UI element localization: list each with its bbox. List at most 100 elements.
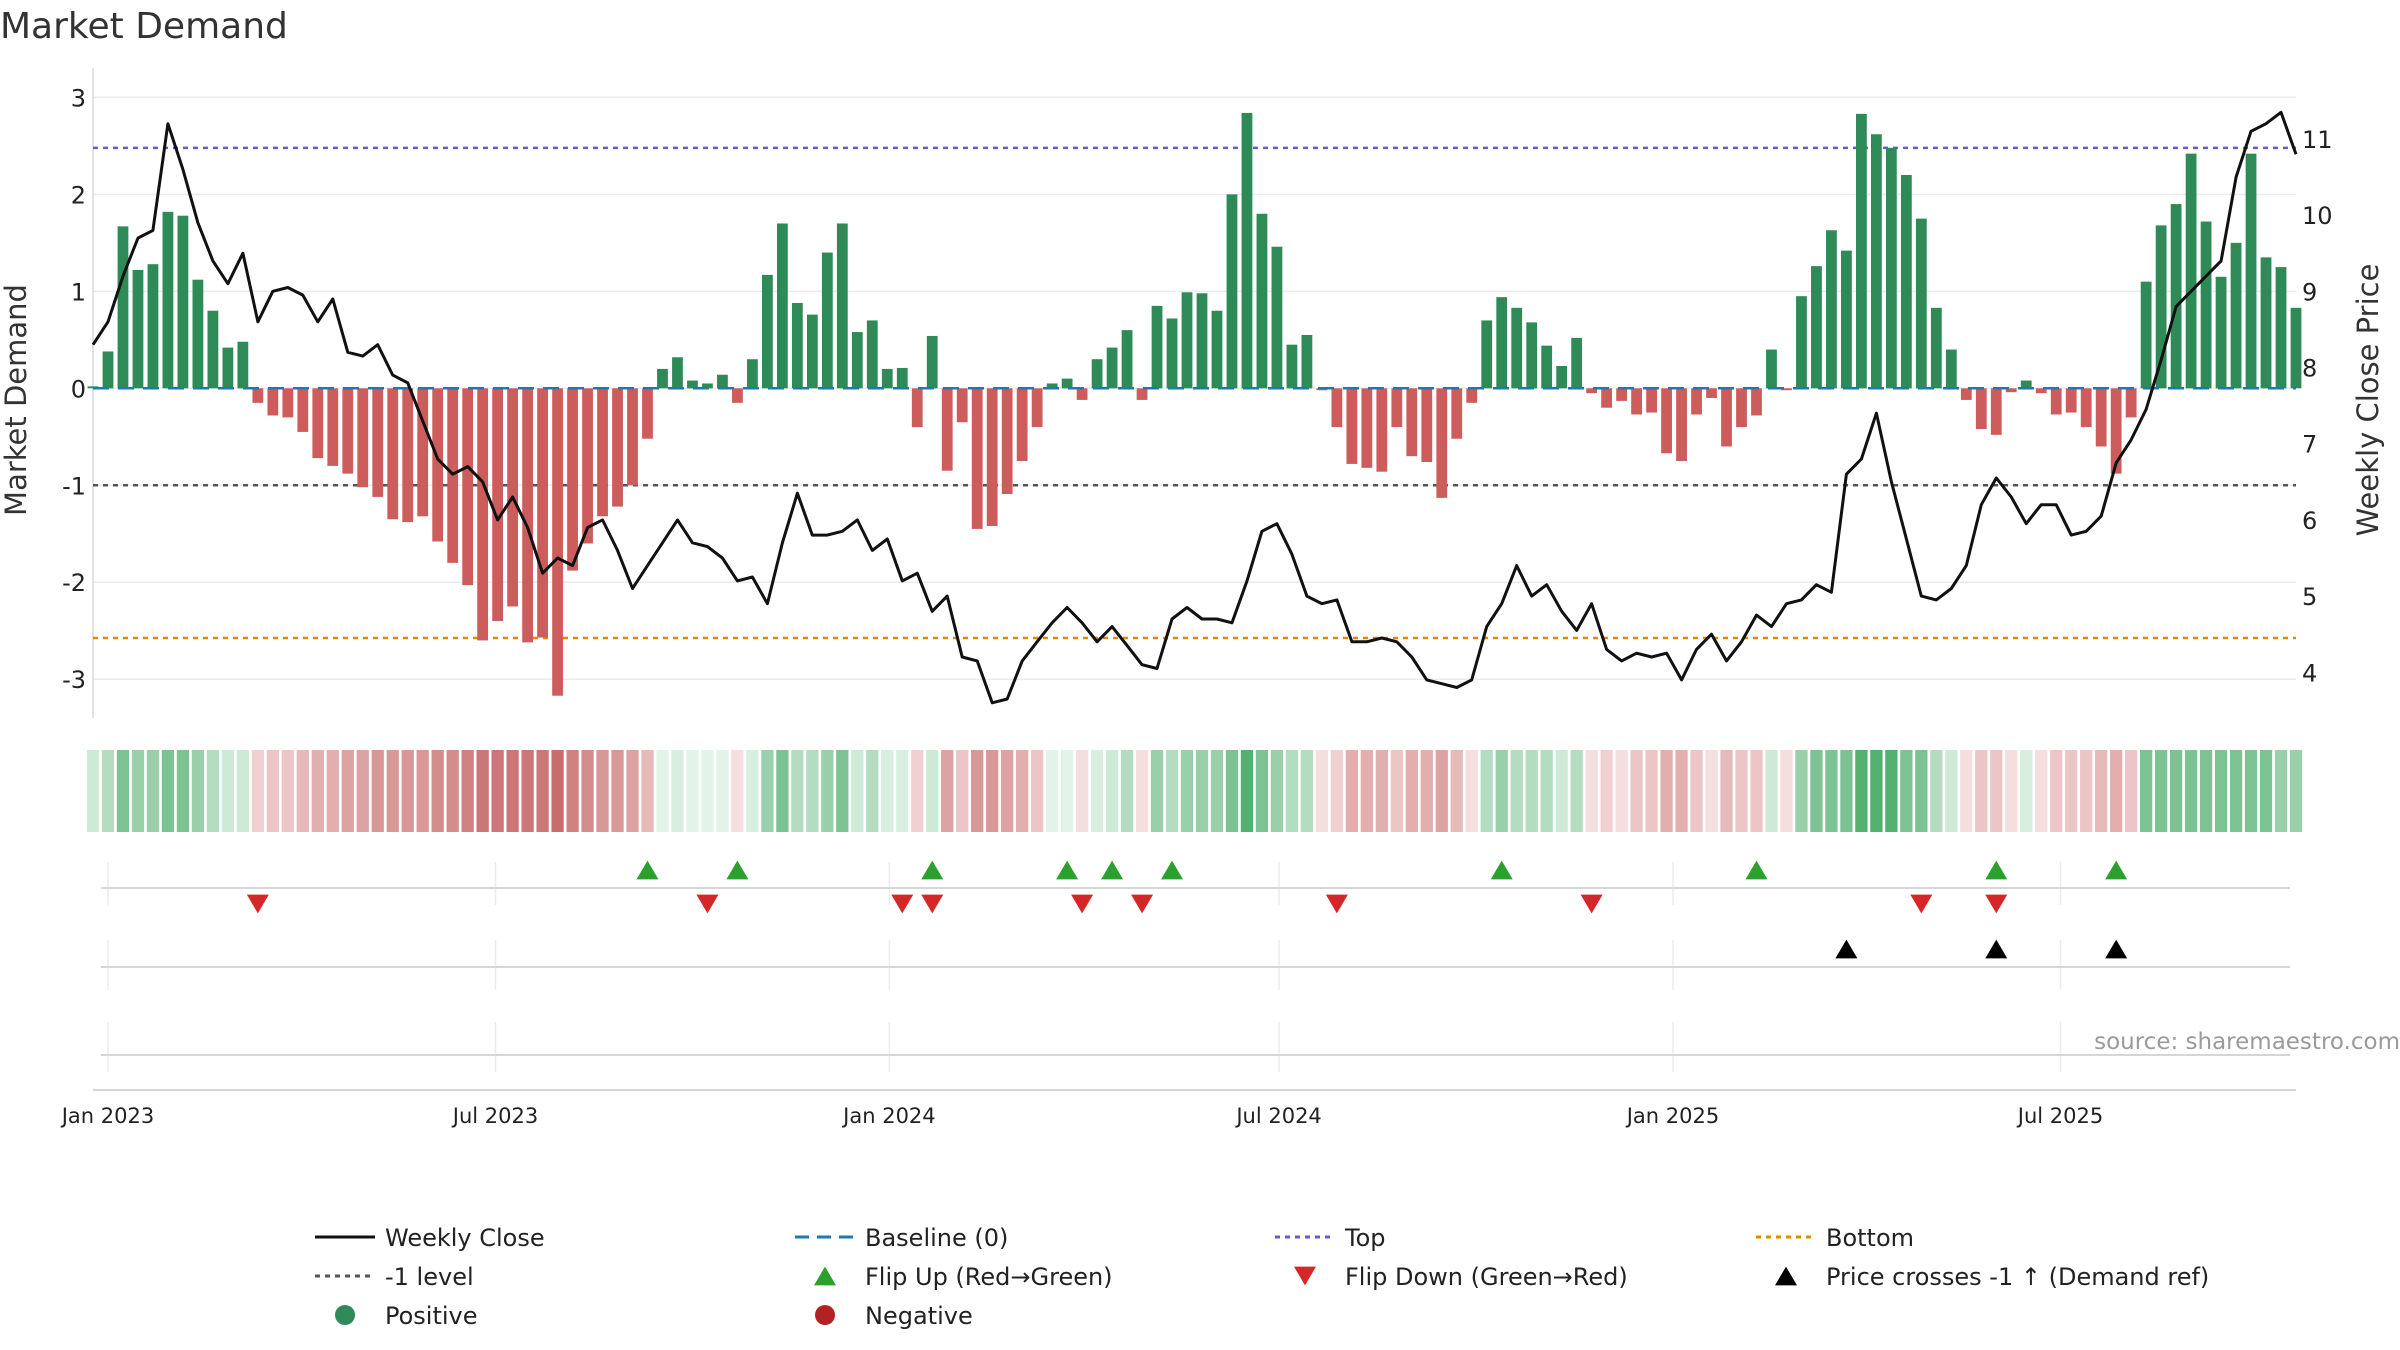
strip-cell bbox=[1435, 750, 1448, 832]
demand-bar bbox=[342, 388, 354, 474]
demand-bar bbox=[1526, 322, 1538, 389]
legend-label: Positive bbox=[385, 1302, 478, 1330]
left-tick-label: 0 bbox=[71, 375, 86, 403]
strip-cell bbox=[686, 750, 699, 832]
strip-cell bbox=[1585, 750, 1598, 832]
demand-bar bbox=[2275, 267, 2287, 389]
price-cross-marker bbox=[1835, 939, 1858, 959]
demand-bar bbox=[147, 264, 159, 389]
strip-cell bbox=[1690, 750, 1703, 832]
strip-cell bbox=[1255, 750, 1269, 832]
flip-down-marker bbox=[246, 894, 269, 914]
demand-bar bbox=[2035, 388, 2047, 394]
demand-bar bbox=[2050, 388, 2062, 415]
flip-up-marker bbox=[921, 860, 944, 880]
strip-cell bbox=[1765, 750, 1778, 832]
strip-cell bbox=[566, 750, 579, 832]
right-tick-label: 5 bbox=[2302, 583, 2317, 611]
strip-cell bbox=[1315, 750, 1329, 832]
strip-cell bbox=[1345, 750, 1359, 832]
strip-cell bbox=[971, 750, 984, 832]
strip-cell bbox=[2125, 750, 2138, 832]
strip-cell bbox=[2020, 750, 2033, 832]
demand-bar bbox=[1481, 320, 1493, 389]
demand-bar bbox=[1106, 347, 1118, 389]
flip-up-marker bbox=[636, 860, 659, 880]
strip-cell bbox=[701, 750, 714, 832]
demand-bar bbox=[2215, 276, 2227, 389]
x-tick-label: Jul 2023 bbox=[451, 1104, 538, 1128]
strip-cell bbox=[221, 750, 235, 832]
weekly-close-line bbox=[91, 110, 2298, 705]
strip-cell bbox=[1165, 750, 1179, 832]
strip-cell bbox=[2035, 750, 2048, 832]
strip-cell bbox=[1495, 750, 1508, 832]
flip-down-marker bbox=[1131, 894, 1154, 914]
demand-bar bbox=[477, 388, 489, 641]
strip-cell bbox=[2065, 750, 2078, 832]
flip-down-marker bbox=[1985, 894, 2008, 914]
strip-cell bbox=[116, 750, 130, 832]
source-note: source: sharemaestro.com bbox=[2094, 1029, 2400, 1055]
strip-cell bbox=[1720, 750, 1733, 832]
demand-bar bbox=[747, 359, 758, 389]
right-tick-label: 11 bbox=[2302, 126, 2333, 154]
demand-bar bbox=[1421, 388, 1433, 462]
demand-bar bbox=[2185, 153, 2197, 389]
demand-bar bbox=[1406, 388, 1418, 457]
strip-cell bbox=[1075, 750, 1089, 832]
flip-markers-panel bbox=[101, 860, 2290, 914]
strip-cell bbox=[1735, 750, 1748, 832]
strip-cell bbox=[1360, 750, 1373, 832]
demand-bar bbox=[1226, 194, 1238, 389]
strip-cell bbox=[356, 750, 369, 832]
demand-bar bbox=[492, 388, 504, 622]
strip-cell bbox=[1300, 750, 1314, 832]
strip-cell bbox=[1210, 750, 1224, 832]
strip-cell bbox=[281, 750, 294, 832]
demand-bar bbox=[1556, 366, 1568, 389]
demand-bar bbox=[1736, 388, 1747, 428]
strip-cell bbox=[1990, 750, 2003, 832]
demand-bar bbox=[132, 270, 144, 389]
strip-cell bbox=[1570, 750, 1583, 832]
demand-bar bbox=[1766, 349, 1777, 389]
strip-cell bbox=[191, 750, 205, 832]
demand-bar bbox=[1841, 250, 1852, 389]
strip-cell bbox=[521, 750, 534, 832]
strip-cell bbox=[536, 750, 549, 832]
legend-swatch-triangle-up bbox=[814, 1266, 836, 1286]
demand-bar bbox=[2260, 257, 2272, 389]
strip-cell bbox=[2274, 750, 2288, 832]
demand-bar bbox=[1945, 349, 1957, 389]
demand-bar bbox=[941, 388, 953, 471]
demand-bar bbox=[1301, 334, 1313, 389]
demand-bar bbox=[956, 388, 968, 423]
left-tick-label: -3 bbox=[62, 666, 86, 694]
x-tick-label: Jan 2024 bbox=[841, 1104, 936, 1128]
demand-bar bbox=[1361, 388, 1373, 468]
strip-cell bbox=[896, 750, 909, 832]
strip-cell bbox=[326, 750, 339, 832]
flip-up-marker bbox=[1101, 860, 1124, 880]
strip-cell bbox=[266, 750, 279, 832]
demand-bar bbox=[1541, 345, 1553, 389]
strip-cell bbox=[2139, 750, 2153, 832]
demand-bar bbox=[1031, 388, 1043, 428]
legend-swatch-triangle-up bbox=[1775, 1266, 1797, 1286]
demand-bar bbox=[1975, 388, 1987, 430]
strip-cell bbox=[1810, 750, 1823, 832]
demand-bar bbox=[1960, 388, 1972, 400]
strip-cell bbox=[1630, 750, 1643, 832]
demand-bar bbox=[102, 351, 114, 389]
right-tick-label: 7 bbox=[2302, 431, 2317, 459]
strip-cell bbox=[2080, 750, 2093, 832]
demand-bar bbox=[1900, 174, 1912, 389]
demand-bar bbox=[237, 341, 249, 389]
demand-bar bbox=[387, 388, 399, 520]
strip-cell bbox=[791, 750, 804, 832]
strip-cell bbox=[1270, 750, 1284, 832]
x-tick-label: Jul 2025 bbox=[2016, 1104, 2103, 1128]
flip-up-marker bbox=[1490, 860, 1513, 880]
